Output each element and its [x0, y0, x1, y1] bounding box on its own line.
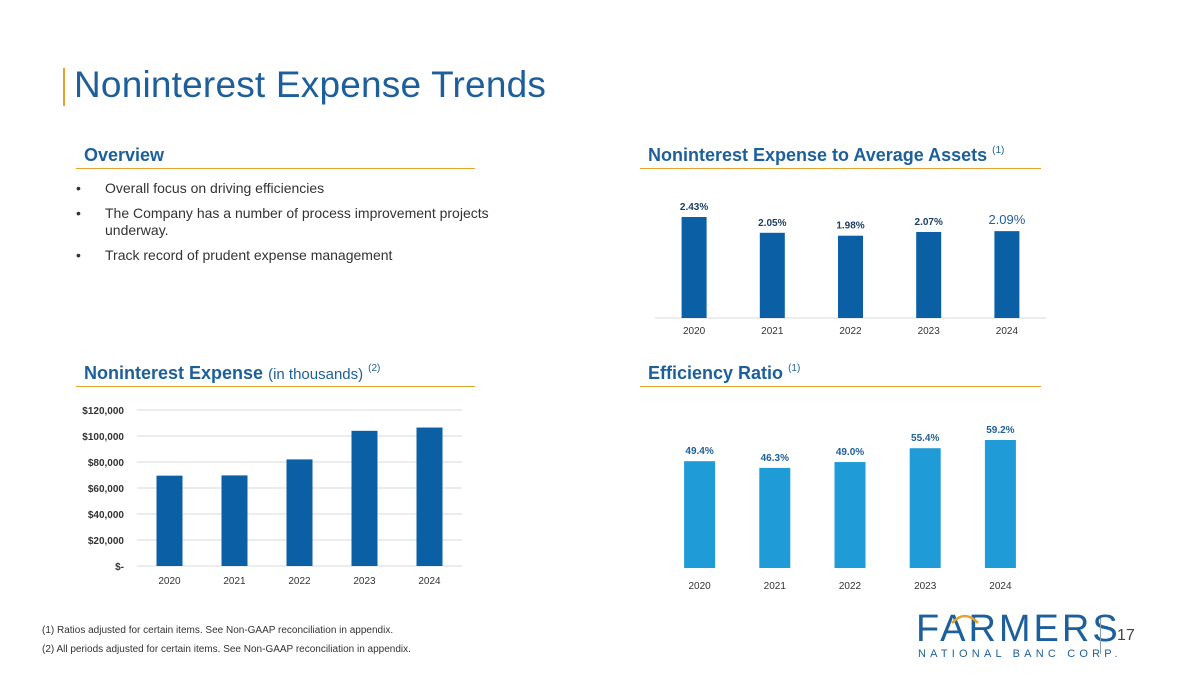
assets-bar	[681, 217, 707, 318]
assets-data-label: 2.43%	[680, 202, 708, 213]
expense-ytick-label: $-	[115, 562, 124, 573]
efficiency-chart-heading: Efficiency Ratio (1)	[648, 363, 800, 384]
efficiency-bar	[759, 467, 791, 568]
expense-chart-heading: Noninterest Expense (in thousands) (2)	[84, 363, 380, 384]
efficiency-bar	[909, 448, 941, 568]
expense-bar	[416, 427, 443, 566]
efficiency-bar	[684, 461, 716, 568]
expense-chart-subtitle: (in thousands)	[268, 366, 364, 383]
expense-category-label: 2020	[158, 576, 181, 587]
assets-data-label: 1.98%	[836, 221, 864, 232]
expense-chart-title: Noninterest Expense	[84, 363, 264, 383]
title-accent-bar	[63, 68, 65, 106]
bullet-item: Track record of prudent expense manageme…	[76, 247, 496, 264]
efficiency-data-label: 49.4%	[685, 446, 713, 457]
assets-bar	[916, 231, 942, 318]
expense-bar	[286, 459, 313, 566]
page-number-separator	[1100, 618, 1101, 654]
efficiency-data-label: 46.3%	[761, 453, 789, 464]
expense-category-label: 2023	[353, 576, 376, 587]
assets-bar	[759, 232, 785, 318]
efficiency-category-label: 2020	[688, 581, 711, 592]
assets-category-label: 2024	[996, 326, 1019, 337]
farmers-logo: FARMERS	[916, 609, 1121, 649]
expense-chart-note: (2)	[368, 363, 381, 374]
assets-chart-note: (1)	[992, 145, 1005, 156]
assets-category-label: 2021	[761, 326, 784, 337]
assets-category-label: 2020	[683, 326, 706, 337]
assets-category-label: 2023	[918, 326, 941, 337]
efficiency-category-label: 2024	[989, 581, 1012, 592]
efficiency-divider	[640, 386, 1041, 387]
logo-subtitle: NATIONAL BANC CORP.	[918, 648, 1122, 660]
expense-ytick-label: $20,000	[88, 536, 125, 547]
efficiency-category-label: 2021	[764, 581, 787, 592]
assets-bar	[838, 235, 863, 318]
expense-category-label: 2021	[223, 576, 246, 587]
overview-divider	[76, 168, 475, 169]
assets-divider	[640, 168, 1041, 169]
expense-ytick-label: $120,000	[82, 406, 124, 417]
footnote-2: (2) All periods adjusted for certain ite…	[42, 644, 411, 655]
bullet-item: Overall focus on driving efficiencies	[76, 180, 496, 197]
efficiency-data-label: 49.0%	[836, 447, 864, 458]
overview-bullet-list: Overall focus on driving efficiencies Th…	[76, 180, 496, 272]
efficiency-bar	[834, 462, 866, 568]
expense-bar	[351, 430, 378, 566]
efficiency-chart-title: Efficiency Ratio	[648, 363, 784, 383]
expense-divider	[76, 386, 475, 387]
assets-bar	[994, 231, 1020, 318]
expense-ytick-label: $60,000	[88, 484, 125, 495]
expense-ytick-label: $100,000	[82, 432, 124, 443]
expense-bar	[221, 475, 248, 566]
assets-chart-heading: Noninterest Expense to Average Assets (1…	[648, 145, 1004, 166]
efficiency-data-label: 55.4%	[911, 433, 939, 444]
efficiency-data-label: 59.2%	[986, 425, 1014, 436]
footnote-1: (1) Ratios adjusted for certain items. S…	[42, 625, 394, 636]
assets-category-label: 2022	[839, 326, 862, 337]
page-title: Noninterest Expense Trends	[74, 64, 547, 105]
expense-ytick-label: $40,000	[88, 510, 125, 521]
efficiency-chart-note: (1)	[788, 363, 801, 374]
bullet-item: The Company has a number of process impr…	[76, 205, 496, 239]
assets-data-label: 2.05%	[758, 218, 786, 229]
expense-category-label: 2022	[288, 576, 311, 587]
efficiency-category-label: 2023	[914, 581, 937, 592]
assets-data-label: 2.07%	[915, 217, 943, 228]
assets-chart-title: Noninterest Expense to Average Assets	[648, 145, 988, 165]
assets-data-label: 2.09%	[988, 212, 1025, 227]
logo-wordmark: FARMERS	[916, 608, 1121, 650]
overview-heading: Overview	[84, 145, 165, 165]
expense-bar	[156, 475, 183, 566]
logo-arc-icon	[951, 614, 979, 624]
efficiency-category-label: 2022	[839, 581, 862, 592]
expense-ytick-label: $80,000	[88, 458, 125, 469]
page-number: 17	[1117, 627, 1135, 644]
efficiency-bar	[984, 440, 1016, 568]
expense-category-label: 2024	[418, 576, 441, 587]
